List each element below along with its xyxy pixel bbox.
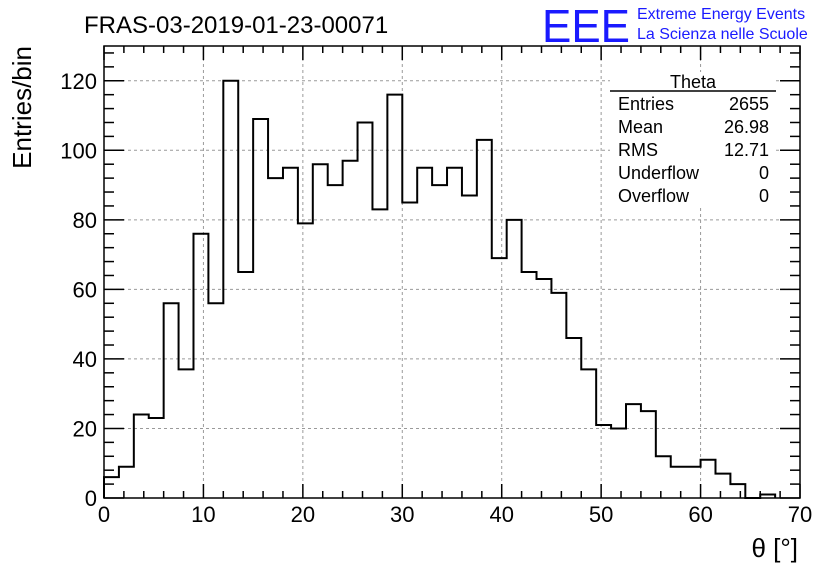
histogram-bin (581, 369, 596, 498)
stats-value: 2655 (729, 94, 769, 114)
histogram-bin (671, 467, 686, 498)
histogram-bin (402, 202, 417, 498)
histogram-bin (492, 258, 507, 498)
histogram-bin (656, 456, 671, 498)
y-tick-label: 120 (60, 69, 97, 94)
y-tick-label: 0 (85, 486, 97, 511)
histogram-bin (477, 140, 492, 498)
stats-value: 0 (759, 186, 769, 206)
stats-value: 12.71 (724, 140, 769, 160)
x-tick-labels: 0 10 20 30 40 50 60 70 (98, 502, 812, 527)
histogram-bin (328, 185, 343, 498)
eee-logo-line1: Extreme Energy Events (637, 6, 805, 23)
eee-logo: EEE Extreme Energy Events La Scienza nel… (542, 0, 808, 52)
y-tick-label: 80 (73, 208, 97, 233)
stats-label: RMS (618, 140, 658, 160)
histogram-bin (208, 303, 223, 498)
histogram-bin (372, 209, 387, 498)
y-tick-label: 40 (73, 347, 97, 372)
x-tick-label: 60 (688, 502, 712, 527)
axis-ticks (103, 46, 801, 499)
stats-box-background (610, 72, 776, 208)
histogram-bin (358, 122, 373, 498)
eee-logo-line2: La Scienza nelle Scuole (637, 26, 808, 43)
stats-label: Mean (618, 117, 663, 137)
stats-box-title: Theta (670, 72, 717, 92)
x-tick-label: 40 (489, 502, 513, 527)
histogram-bin (343, 161, 358, 498)
histogram-bin (566, 338, 581, 498)
plot-frame (103, 45, 801, 499)
y-tick-label: 100 (60, 138, 97, 163)
grid-lines (104, 46, 800, 498)
histogram-bin (313, 164, 328, 498)
histogram-bin (730, 484, 745, 498)
histogram-bin (387, 95, 402, 498)
histogram-bin (551, 293, 566, 498)
histogram-bin (104, 477, 119, 498)
x-tick-label: 50 (589, 502, 613, 527)
x-tick-label: 0 (98, 502, 110, 527)
histogram-bin (715, 474, 730, 498)
stats-label: Entries (618, 94, 674, 114)
histogram-bin (447, 168, 462, 498)
run-title: FRAS-03-2019-01-23-00071 (84, 12, 388, 39)
histogram-bin (611, 428, 626, 498)
stats-label: Overflow (618, 186, 690, 206)
stats-box: Theta Entries 2655 Mean 26.98 RMS 12.71 Underf… (610, 72, 776, 208)
x-tick-label: 30 (390, 502, 414, 527)
histogram-bin (253, 119, 268, 498)
histogram-bars (103, 79, 777, 499)
stats-value: 0 (759, 163, 769, 183)
histogram-bin (641, 411, 656, 498)
histogram-bin (432, 185, 447, 498)
x-axis-title: θ [°] (751, 533, 798, 563)
histogram-bin (268, 178, 283, 498)
y-axis-title: Entries/bin (7, 46, 37, 169)
histogram-bin (149, 418, 164, 498)
x-tick-label: 10 (191, 502, 215, 527)
histogram-bin (298, 223, 313, 498)
stats-value: 26.98 (724, 117, 769, 137)
histogram-bin (522, 272, 537, 498)
histogram-bin (701, 460, 716, 498)
histogram-bin (596, 425, 611, 498)
histogram-bin (537, 279, 552, 498)
stats-label: Underflow (618, 163, 700, 183)
eee-logo-mark: EEE (542, 0, 630, 52)
y-tick-label: 60 (73, 277, 97, 302)
y-tick-label: 20 (73, 416, 97, 441)
x-tick-label: 70 (788, 502, 812, 527)
histogram-bin (686, 467, 701, 498)
histogram-bin (164, 303, 179, 498)
histogram-bin (119, 467, 134, 498)
histogram-bin (417, 168, 432, 498)
histogram-bin (134, 415, 149, 498)
histogram-bin (238, 272, 253, 498)
x-tick-label: 20 (291, 502, 315, 527)
stats-rows: Entries 2655 Mean 26.98 RMS 12.71 Underflow 0 Ov… (618, 94, 769, 206)
histogram-bin (179, 369, 194, 498)
histogram-bin (193, 234, 208, 498)
histogram-outline (103, 79, 777, 499)
histogram-bin (626, 404, 641, 498)
histogram-bin (283, 168, 298, 498)
histogram-bin (462, 196, 477, 498)
y-tick-labels: 0 20 40 60 80 100 120 (60, 69, 97, 511)
